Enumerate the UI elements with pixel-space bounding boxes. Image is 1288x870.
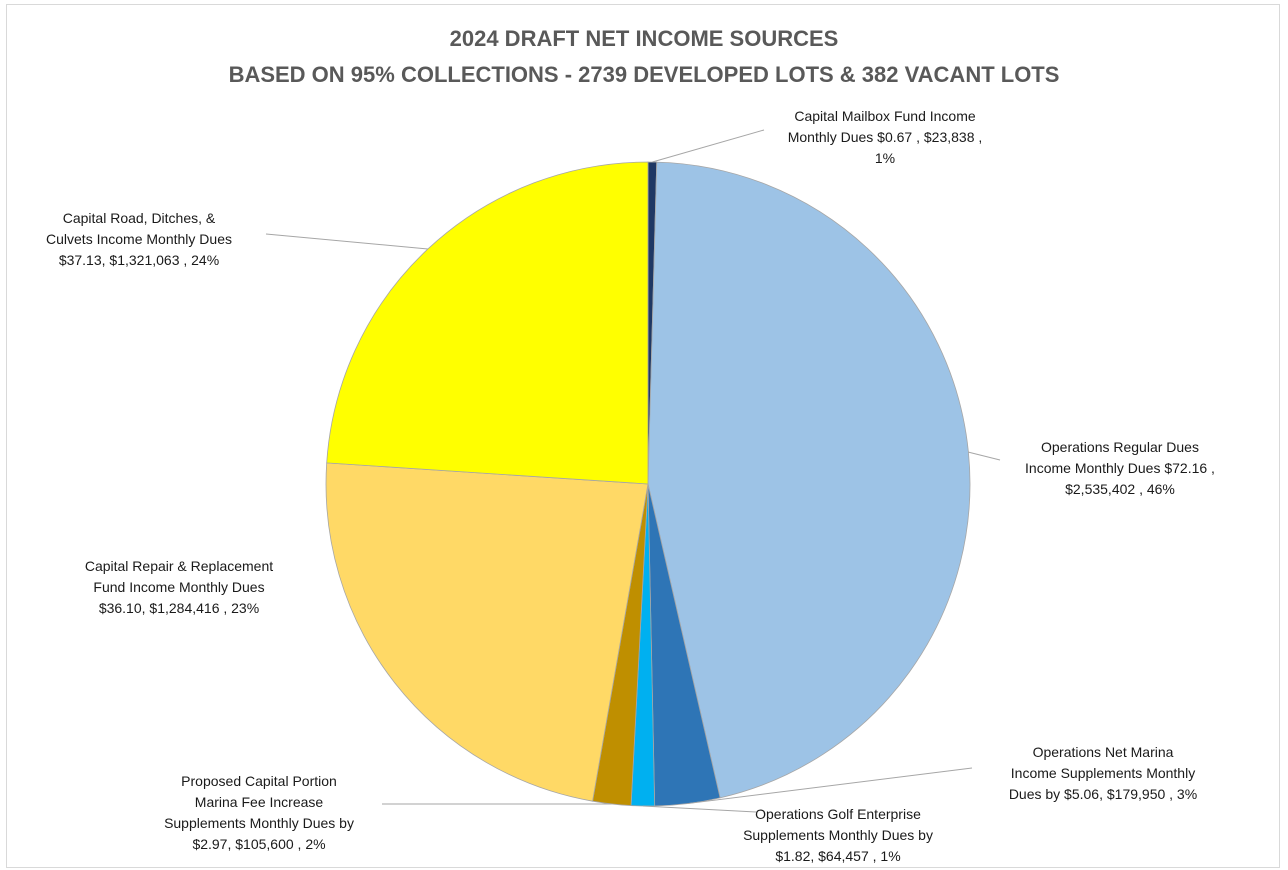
leader-line [968,452,1000,460]
data-label-capital-mailbox: Capital Mailbox Fund Income Monthly Dues… [760,106,1010,169]
data-label-operations-net-marina: Operations Net Marina Income Supplements… [968,742,1238,805]
data-label-proposed-capital-marina: Proposed Capital Portion Marina Fee Incr… [124,771,394,855]
data-label-operations-regular-dues: Operations Regular Dues Income Monthly D… [1000,437,1240,500]
leader-line [266,234,428,249]
slice-capital-repair-replacement [326,463,648,801]
data-label-capital-repair-replacement: Capital Repair & Replacement Fund Income… [44,556,314,619]
slice-capital-road-ditches [327,162,648,484]
data-label-capital-road-ditches: Capital Road, Ditches, & Culvets Income … [14,208,264,271]
data-label-operations-golf: Operations Golf Enterprise Supplements M… [706,804,970,867]
leader-line [652,130,764,162]
